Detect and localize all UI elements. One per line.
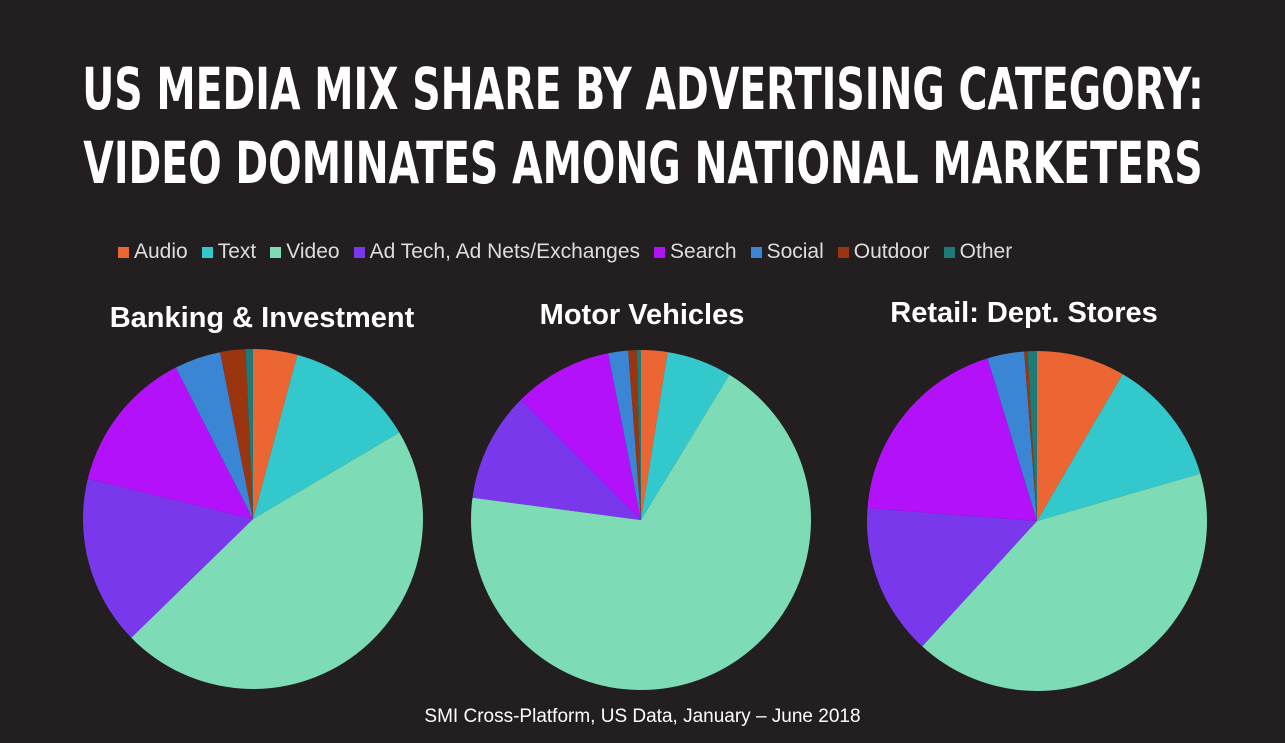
legend-item: Audio [118,240,188,264]
legend-swatch [201,246,213,258]
pie-slice-audio [253,349,298,519]
title-line-1: US MEDIA MIX SHARE BY ADVERTISING CATEGO… [81,55,1204,123]
pie-title-motor: Motor Vehicles [539,299,745,331]
pie-slice-video [922,473,1207,691]
pie-slice-outdoor [628,350,641,520]
legend-swatch [353,246,365,258]
pie-slice-search [867,358,1037,521]
legend-item: Social [750,240,824,264]
pie-slice-other [1027,351,1037,521]
legend-swatch [837,246,849,258]
legend-swatch [270,246,282,258]
legend-swatch [943,246,955,258]
pie-slice-ad-tech-ad-nets-exchanges [83,478,254,638]
pie-slice-ad-tech-ad-nets-exchanges [866,508,1037,647]
legend-item: Outdoor [837,240,930,264]
pie-slice-search [520,353,641,520]
pie-slice-text [641,352,730,520]
legend-label: Ad Tech, Ad Nets/Exchanges [369,240,641,263]
pie-slice-ad-tech-ad-nets-exchanges [472,399,641,520]
source-note: SMI Cross-Platform, US Data, January – J… [424,706,861,727]
legend-label: Other [959,240,1013,263]
legend-label: Audio [134,240,188,263]
legend-label: Outdoor [853,240,930,263]
legend-item: Search [654,240,737,264]
legend-swatch [750,246,762,258]
pie-slice-video [471,374,811,691]
legend-swatch [654,246,666,258]
pie-slice-other [245,349,253,519]
pie-slice-search [87,367,254,519]
pie-slice-social [175,352,253,519]
pie-slice-audio [641,350,668,520]
legend-label: Video [286,240,340,263]
legend-label: Text [217,240,257,263]
pie-title-banking: Banking & Investment [109,302,415,334]
legend: Audio Text Video Ad Tech, Ad Nets/Exchanges… [118,240,1012,264]
pie-slice-video [131,432,423,689]
pie-slice-text [1037,374,1201,521]
pie-slice-text [253,354,400,519]
legend-item: Text [201,240,257,264]
legend-item: Other [943,240,1013,264]
title-line-2: VIDEO DOMINATES AMONG NATIONAL MARKETERS [82,129,1203,197]
legend-swatch [118,246,129,258]
legend-label: Social [766,240,824,263]
pie-title-retail: Retail: Dept. Stores [890,297,1158,329]
pie-slice-social [987,351,1037,521]
pie-slice-social [608,350,641,520]
legend-label: Search [670,240,737,263]
pie-slice-other [636,350,641,520]
legend-item: Video [270,240,340,264]
pie-slice-outdoor [220,349,253,519]
legend-item: Ad Tech, Ad Nets/Exchanges [353,240,641,264]
pie-slice-outdoor [1024,351,1037,521]
pie-slice-audio [1037,351,1123,521]
